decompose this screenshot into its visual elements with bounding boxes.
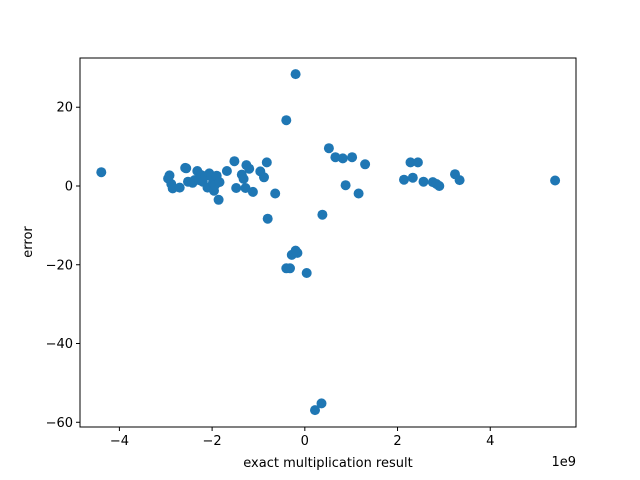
data-point <box>337 153 348 164</box>
data-point <box>259 172 269 183</box>
data-point <box>407 172 418 183</box>
y-tick-label: −60 <box>46 416 73 431</box>
x-tick-label: 2 <box>393 434 401 449</box>
y-tick-label: −40 <box>46 337 73 352</box>
data-point <box>405 157 416 168</box>
data-point <box>285 263 295 274</box>
x-tick-label: 4 <box>486 434 494 449</box>
data-point <box>214 177 225 188</box>
data-point <box>238 173 249 184</box>
data-point <box>292 247 303 258</box>
y-tick-label: −20 <box>46 258 73 273</box>
data-point <box>281 115 292 126</box>
data-point <box>323 143 334 154</box>
x-tick-label: −2 <box>203 434 222 449</box>
y-tick-label: 20 <box>56 101 73 116</box>
data-point <box>412 157 423 168</box>
x-axis-label: exact multiplication result <box>243 456 412 471</box>
data-point <box>550 175 561 186</box>
data-point <box>261 157 272 168</box>
data-point <box>181 163 192 174</box>
data-point <box>353 188 364 199</box>
x-tick-label: −4 <box>110 434 129 449</box>
x-tick-label: 0 <box>301 434 309 449</box>
data-point <box>340 180 351 191</box>
data-point <box>301 268 312 278</box>
y-axis-ticks: −60 −40 −20 0 20 <box>46 101 80 431</box>
data-point <box>270 188 281 199</box>
data-point <box>96 167 107 178</box>
data-point <box>330 152 341 163</box>
data-point <box>164 170 175 181</box>
x-axis-offset-label: 1e9 <box>551 455 576 470</box>
data-point <box>290 69 301 80</box>
data-point <box>174 182 185 193</box>
data-point <box>240 183 251 193</box>
data-point <box>213 194 224 205</box>
data-point <box>262 213 273 224</box>
data-point <box>244 163 255 174</box>
plot-area-frame <box>79 57 577 428</box>
x-axis-ticks: −4 −2 0 2 4 <box>110 427 494 449</box>
data-point <box>247 186 258 197</box>
data-point <box>221 166 232 176</box>
data-points <box>96 69 561 416</box>
data-point <box>231 183 242 193</box>
data-point <box>316 398 327 409</box>
data-point <box>317 209 328 220</box>
data-point <box>360 159 371 170</box>
data-point <box>434 181 445 191</box>
y-axis-label: error <box>21 226 36 258</box>
data-point <box>347 152 358 163</box>
data-point <box>310 405 320 416</box>
data-point <box>454 175 465 186</box>
y-tick-label: 0 <box>65 179 73 194</box>
data-point <box>418 176 429 187</box>
data-point <box>229 156 240 167</box>
data-point <box>399 174 409 185</box>
